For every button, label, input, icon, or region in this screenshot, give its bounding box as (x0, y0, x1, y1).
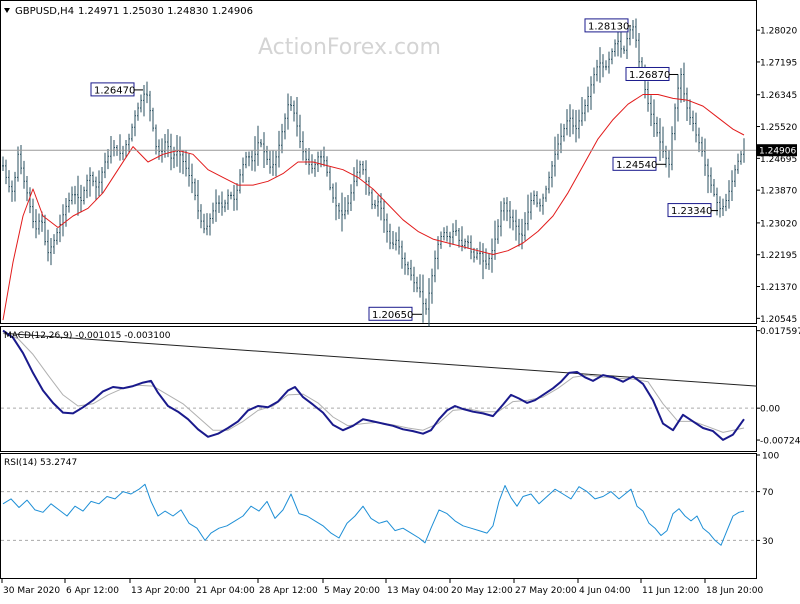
price-tick-label: 1.26345 (760, 91, 797, 101)
macd-signal-line (2, 332, 745, 433)
price-tick-label: 1.25520 (760, 123, 797, 133)
moving-average-line (2, 94, 745, 321)
ohlc-bars (2, 18, 745, 327)
rsi-line (2, 483, 745, 546)
annotation-label: 1.26470 (94, 85, 135, 96)
time-tick-label: 27 May 20:00 (515, 586, 577, 596)
annotation-box (90, 82, 135, 97)
rsi-tick-label: 30 (762, 537, 774, 547)
chart-header: GBPUSD,H4 1.24971 1.25030 1.24830 1.2490… (4, 6, 253, 17)
time-tick-label: 21 Apr 04:00 (196, 586, 255, 596)
price-annotation: 1.28130 (584, 18, 631, 33)
price-tick-label: 1.20545 (760, 315, 797, 325)
annotation-label: 1.24540 (616, 160, 657, 171)
time-tick-label: 18 Jun 20:00 (706, 586, 763, 596)
time-tick-label: 5 May 20:00 (324, 586, 380, 596)
price-pane-frame (0, 0, 757, 324)
rsi-pane-frame (0, 453, 757, 579)
header-triangle-icon (4, 8, 10, 13)
annotation-label: 1.23340 (671, 206, 712, 217)
price-tick-label: 1.28020 (760, 27, 797, 37)
current-price-label: 1.24906 (759, 147, 796, 157)
time-tick-label: 4 Jun 04:00 (579, 586, 631, 596)
header-ohlc: 1.24971 1.25030 1.24830 1.24906 (78, 6, 253, 17)
price-tick-label: 1.27195 (760, 58, 797, 68)
macd-tick-label: 0.017597 (760, 327, 800, 337)
annotation-box (625, 66, 670, 81)
macd-tick-label: 0.00 (760, 405, 780, 415)
rsi-tick-label: 100 (762, 452, 779, 462)
time-tick-label: 6 Apr 12:00 (66, 586, 119, 596)
current-price-badge (757, 144, 797, 157)
annotation-label: 1.26870 (629, 70, 670, 81)
annotation-label: 1.28130 (588, 21, 629, 32)
rsi-title: RSI(14) 53.2747 (4, 458, 77, 468)
header-symbol: GBPUSD,H4 (15, 6, 74, 17)
macd-pane-frame (0, 326, 757, 452)
time-tick-label: 13 May 04:00 (387, 586, 449, 596)
time-tick-label: 11 Jun 12:00 (642, 586, 699, 596)
price-tick-label: 1.21370 (760, 283, 797, 293)
price-annotation: 1.26870 (625, 66, 678, 81)
annotation-box (612, 156, 657, 171)
macd-tick-label: -0.007242 (760, 437, 800, 447)
annotation-box (368, 306, 413, 321)
time-tick-label: 30 Mar 2020 (3, 586, 60, 596)
watermark: ActionForex.com (258, 35, 441, 60)
price-tick-label: 1.24695 (760, 155, 797, 165)
annotation-box (667, 203, 712, 218)
time-tick-label: 20 May 12:00 (451, 586, 513, 596)
time-tick-label: 13 Apr 20:00 (131, 586, 190, 596)
axis-layer: 1.28020 1.27195 1.26345 1.25520 1.24695 1.238… (1, 27, 800, 596)
time-tick-label: 28 Apr 12:00 (259, 586, 318, 596)
price-tick-label: 1.22195 (760, 251, 797, 261)
price-annotation: 1.26470 (90, 82, 143, 97)
price-tick-label: 1.23870 (760, 187, 797, 197)
macd-line (2, 329, 745, 441)
price-tick-label: 1.23020 (760, 219, 797, 229)
macd-layer (1, 329, 758, 441)
price-annotation: 1.20650 (368, 306, 422, 321)
price-layer: 1.28130 1.26870 1.26470 1.24540 1.23340 1.206… (1, 18, 756, 327)
rsi-tick-label: 70 (762, 488, 774, 498)
macd-trendline (2, 332, 758, 387)
annotation-label: 1.20650 (372, 310, 413, 321)
price-annotation: 1.24540 (612, 156, 666, 171)
price-annotation: 1.23340 (667, 203, 718, 218)
annotation-box (584, 18, 629, 33)
rsi-layer (1, 483, 756, 546)
macd-title: MACD(12,26,9) -0.001015 -0.003100 (4, 331, 171, 341)
